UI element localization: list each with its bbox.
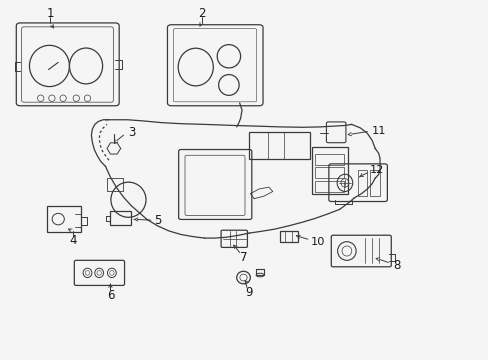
Text: 11: 11 bbox=[370, 126, 385, 135]
Bar bbox=[249, 132, 310, 159]
Bar bbox=[47, 206, 81, 232]
Text: 10: 10 bbox=[310, 237, 324, 247]
Text: 12: 12 bbox=[369, 165, 384, 175]
Bar bbox=[279, 231, 298, 242]
Text: 5: 5 bbox=[154, 214, 161, 227]
Text: 6: 6 bbox=[106, 289, 114, 302]
Text: 9: 9 bbox=[245, 287, 253, 300]
Text: 1: 1 bbox=[46, 7, 54, 20]
Bar bbox=[315, 181, 344, 192]
Bar bbox=[369, 170, 379, 196]
Bar bbox=[315, 167, 344, 178]
Bar bbox=[315, 154, 344, 165]
Bar bbox=[107, 178, 122, 192]
Bar bbox=[357, 170, 366, 196]
Text: 3: 3 bbox=[127, 126, 135, 139]
Bar bbox=[110, 211, 131, 225]
Text: 2: 2 bbox=[198, 7, 205, 20]
Text: 4: 4 bbox=[69, 234, 77, 247]
Text: 7: 7 bbox=[239, 251, 247, 264]
Bar bbox=[311, 147, 347, 194]
Text: 8: 8 bbox=[392, 259, 400, 272]
